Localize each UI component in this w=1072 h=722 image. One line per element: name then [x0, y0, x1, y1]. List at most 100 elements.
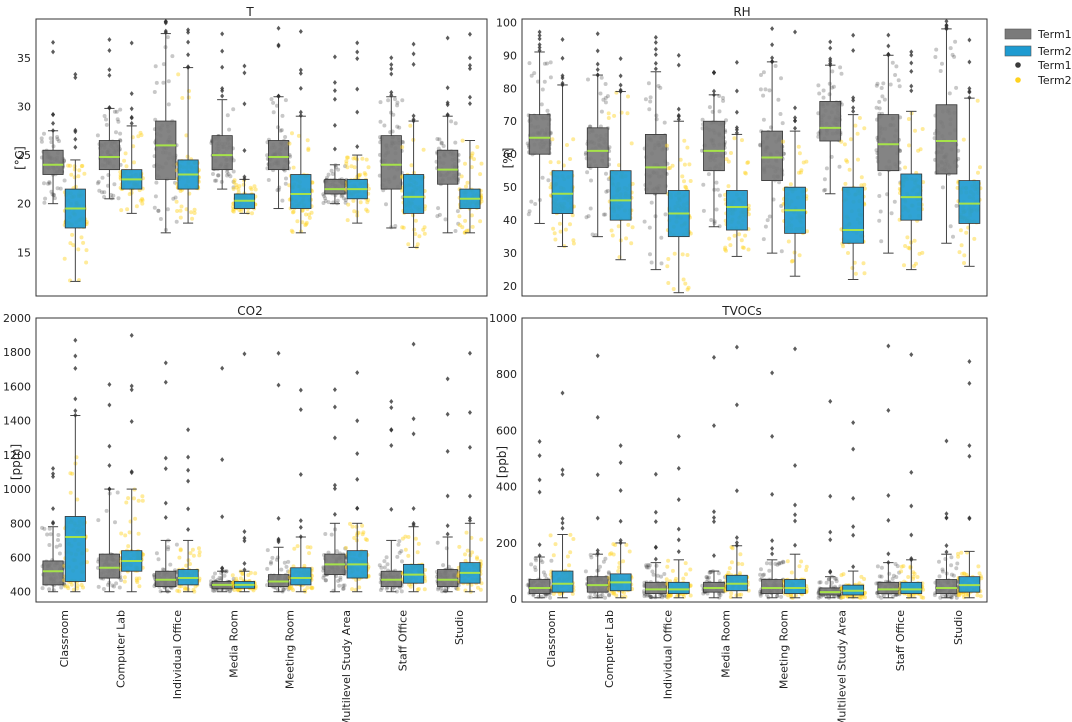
scatter-point — [68, 163, 72, 168]
scatter-point — [140, 498, 145, 503]
scatter-point — [329, 168, 334, 173]
scatter-point — [842, 142, 847, 147]
scatter-point — [358, 200, 363, 205]
scatter-point — [777, 561, 782, 566]
scatter-point — [48, 532, 53, 537]
scatter-point — [413, 218, 418, 223]
scatter-point — [422, 225, 427, 230]
scatter-point — [43, 196, 48, 201]
scatter-point — [252, 184, 257, 189]
scatter-point — [456, 587, 461, 591]
scatter-point — [288, 154, 293, 159]
scatter-point — [232, 180, 237, 185]
scatter-point — [47, 543, 52, 547]
scatter-point — [958, 228, 963, 233]
scatter-point — [295, 544, 300, 549]
outlier-marker — [560, 55, 565, 61]
scatter-point — [176, 72, 181, 77]
scatter-point — [706, 172, 711, 177]
scatter-point — [352, 165, 357, 170]
title-co2: CO2 — [237, 304, 262, 318]
scatter-point — [304, 222, 309, 227]
scatter-point — [231, 107, 236, 112]
outlier-marker — [537, 42, 542, 48]
scatter-point — [100, 190, 104, 195]
scatter-point — [84, 248, 89, 253]
scatter-point — [140, 494, 145, 499]
y-tick-label: 30 — [503, 247, 517, 260]
scatter-point — [464, 228, 469, 233]
outlier-marker — [242, 174, 247, 180]
scatter-point — [648, 99, 653, 104]
scatter-point — [545, 108, 550, 113]
scatter-point — [617, 163, 621, 168]
scatter-point — [323, 532, 328, 536]
y-tick-label: 400 — [496, 481, 517, 494]
scatter-point — [366, 186, 371, 191]
scatter-point — [463, 552, 467, 557]
scatter-point — [290, 131, 294, 136]
scatter-point — [882, 97, 887, 102]
scatter-point — [889, 211, 894, 216]
scatter-point — [174, 542, 179, 547]
outlier-marker — [276, 93, 281, 99]
scatter-point — [588, 552, 593, 557]
scatter-point — [624, 542, 629, 547]
scatter-point — [880, 94, 885, 99]
scatter-point — [717, 109, 722, 114]
scatter-point — [225, 169, 230, 174]
scatter-point — [780, 121, 785, 126]
outlier-marker — [411, 51, 416, 57]
scatter-point — [624, 236, 629, 241]
scatter-point — [42, 200, 47, 205]
scatter-point — [607, 592, 612, 597]
scatter-point — [113, 520, 117, 525]
scatter-point — [400, 174, 404, 179]
scatter-point — [443, 217, 448, 222]
scatter-point — [119, 208, 124, 213]
scatter-point — [571, 241, 576, 246]
outlier-marker — [467, 101, 472, 107]
scatter-point — [890, 60, 895, 65]
scatter-point — [441, 563, 446, 568]
scatter-point — [276, 125, 280, 130]
scatter-point — [351, 198, 356, 203]
outlier-marker — [186, 65, 191, 71]
scatter-point — [79, 164, 84, 169]
scatter-point — [305, 585, 310, 590]
outlier-marker — [51, 120, 56, 126]
scatter-point — [472, 157, 476, 162]
outlier-marker — [298, 29, 303, 35]
scatter-point — [565, 143, 569, 147]
box-term2 — [667, 581, 690, 594]
scatter-point — [324, 578, 328, 583]
outlier-marker — [220, 64, 225, 70]
scatter-point — [532, 71, 537, 76]
scatter-point — [838, 65, 843, 70]
scatter-point — [683, 561, 688, 566]
scatter-point — [797, 564, 802, 569]
scatter-point — [779, 249, 784, 254]
scatter-point — [593, 233, 598, 238]
outlier-marker — [653, 66, 658, 72]
scatter-point — [469, 213, 474, 218]
outlier-marker — [220, 31, 225, 37]
scatter-point — [469, 153, 474, 158]
scatter-point — [599, 109, 604, 114]
scatter-point — [393, 97, 397, 102]
scatter-point — [234, 183, 239, 187]
scatter-point — [862, 271, 867, 276]
scatter-point — [897, 84, 902, 89]
scatter-point — [705, 575, 710, 580]
scatter-point — [529, 562, 534, 567]
scatter-point — [305, 545, 310, 550]
outlier-marker — [51, 112, 56, 118]
scatter-point — [859, 175, 864, 180]
scatter-point — [465, 180, 470, 185]
scatter-point — [765, 218, 770, 223]
outlier-marker — [467, 55, 472, 61]
y-tick-label: 35 — [17, 52, 31, 65]
scatter-point — [903, 165, 908, 170]
scatter-point — [280, 198, 285, 203]
